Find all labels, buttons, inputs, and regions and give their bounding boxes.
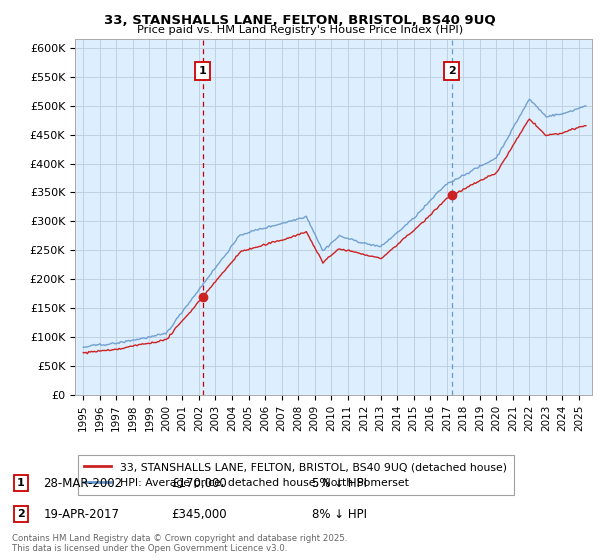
Text: £170,000: £170,000 — [171, 477, 227, 490]
Text: 33, STANSHALLS LANE, FELTON, BRISTOL, BS40 9UQ: 33, STANSHALLS LANE, FELTON, BRISTOL, BS… — [104, 14, 496, 27]
Text: 28-MAR-2002: 28-MAR-2002 — [43, 477, 122, 490]
Text: 19-APR-2017: 19-APR-2017 — [43, 507, 119, 521]
Text: 5% ↓ HPI: 5% ↓ HPI — [312, 477, 367, 490]
Text: £345,000: £345,000 — [171, 507, 227, 521]
Text: 1: 1 — [17, 478, 25, 488]
Text: Contains HM Land Registry data © Crown copyright and database right 2025.
This d: Contains HM Land Registry data © Crown c… — [12, 534, 347, 553]
Text: 8% ↓ HPI: 8% ↓ HPI — [312, 507, 367, 521]
Text: 1: 1 — [199, 66, 206, 76]
Text: 2: 2 — [448, 66, 455, 76]
Text: 2: 2 — [17, 509, 25, 519]
Text: Price paid vs. HM Land Registry's House Price Index (HPI): Price paid vs. HM Land Registry's House … — [137, 25, 463, 35]
Legend: 33, STANSHALLS LANE, FELTON, BRISTOL, BS40 9UQ (detached house), HPI: Average pr: 33, STANSHALLS LANE, FELTON, BRISTOL, BS… — [78, 455, 514, 495]
